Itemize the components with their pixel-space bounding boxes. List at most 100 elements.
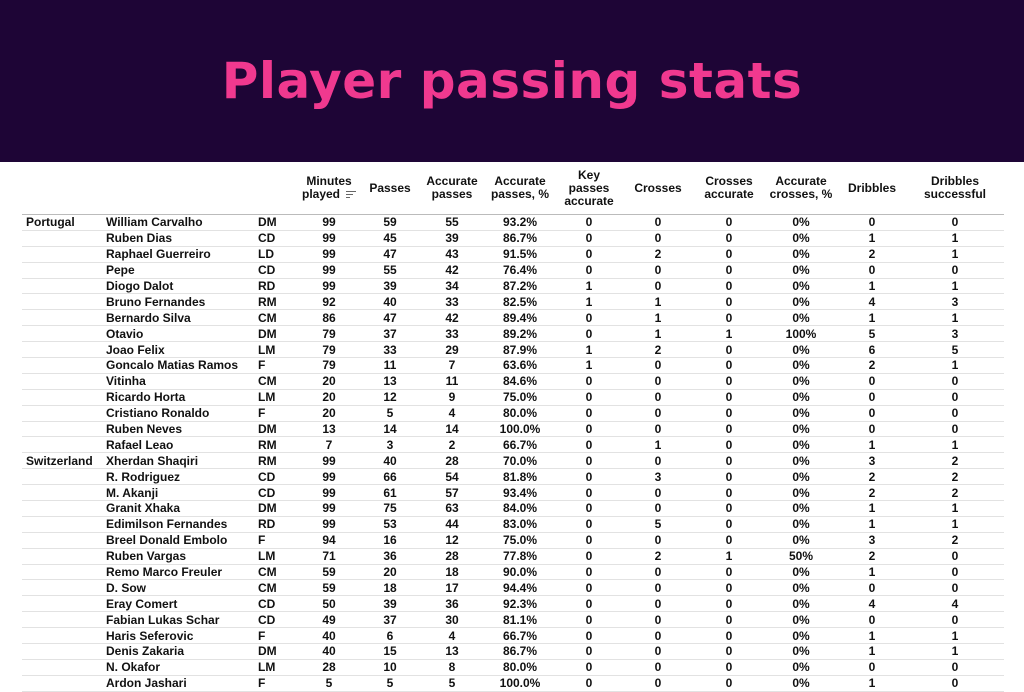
passes-cell: 15: [360, 643, 420, 660]
player-name-cell: N. Okafor: [102, 659, 254, 676]
key-passes-cell: 1: [556, 341, 622, 359]
accurate-passes-pct-cell: 87.2%: [484, 278, 556, 295]
key-passes-cell: 0: [556, 468, 622, 486]
crosses-cell: 0: [622, 643, 694, 660]
player-name-cell: Cristiano Ronaldo: [102, 405, 254, 422]
passes-cell: 18: [360, 579, 420, 597]
table-row: Breel Donald Embolo F 94 16 12 75.0% 0 0 0 0% 3 2: [22, 532, 1004, 549]
accurate-crosses-pct-cell: 0%: [764, 516, 838, 533]
accurate-passes-pct-cell: 100.0%: [484, 675, 556, 692]
crosses-accurate-cell: 0: [694, 436, 764, 454]
player-name-cell: Pepe: [102, 262, 254, 279]
key-passes-cell: 0: [556, 516, 622, 533]
dribbles-successful-cell: 5: [906, 341, 1004, 359]
key-passes-cell: 0: [556, 373, 622, 390]
key-passes-cell: 1: [556, 357, 622, 374]
minutes-cell: 20: [298, 373, 360, 390]
crosses-accurate-cell: 0: [694, 246, 764, 263]
team-cell: [22, 246, 102, 263]
crosses-accurate-cell: 0: [694, 564, 764, 581]
minutes-cell: 79: [298, 357, 360, 374]
dribbles-cell: 2: [838, 484, 906, 502]
crosses-cell: 0: [622, 230, 694, 247]
table-row: Ruben Neves DM 13 14 14 100.0% 0 0 0 0% 0 0: [22, 421, 1004, 438]
table-header-row: Minutes played Passes Accurate passes Ac…: [22, 162, 1004, 215]
accurate-passes-pct-cell: 77.8%: [484, 548, 556, 565]
dribbles-cell: 0: [838, 405, 906, 422]
col-header-dribbles-successful[interactable]: Dribbles successful: [906, 162, 1004, 215]
accurate-crosses-pct-cell: 0%: [764, 500, 838, 517]
accurate-passes-cell: 39: [420, 230, 484, 247]
crosses-cell: 0: [622, 579, 694, 597]
team-cell: [22, 500, 102, 517]
passes-cell: 47: [360, 309, 420, 327]
passes-cell: 55: [360, 262, 420, 279]
table-row: Ricardo Horta LM 20 12 9 75.0% 0 0 0 0% 0 0: [22, 389, 1004, 406]
accurate-passes-pct-cell: 93.4%: [484, 484, 556, 502]
col-header-accurate-passes[interactable]: Accurate passes: [420, 162, 484, 215]
crosses-accurate-cell: 0: [694, 468, 764, 486]
accurate-passes-cell: 14: [420, 421, 484, 438]
team-cell: [22, 595, 102, 613]
accurate-passes-cell: 12: [420, 532, 484, 549]
table-row: Portugal William Carvalho DM 99 59 55 93.2% 0 0 0…: [22, 214, 1004, 231]
position-cell: LM: [254, 389, 298, 406]
position-cell: CM: [254, 309, 298, 327]
minutes-cell: 79: [298, 341, 360, 359]
crosses-accurate-cell: 0: [694, 389, 764, 406]
minutes-cell: 59: [298, 579, 360, 597]
key-passes-cell: 0: [556, 405, 622, 422]
passes-cell: 5: [360, 675, 420, 692]
team-cell: [22, 627, 102, 645]
player-name-cell: Ruben Vargas: [102, 548, 254, 565]
table-row: Ruben Vargas LM 71 36 28 77.8% 0 2 1 50% 2 0: [22, 548, 1004, 565]
team-cell: [22, 293, 102, 311]
col-header-accurate-passes-pct[interactable]: Accurate passes, %: [484, 162, 556, 215]
crosses-cell: 0: [622, 675, 694, 692]
dribbles-successful-cell: 1: [906, 246, 1004, 263]
accurate-crosses-pct-cell: 0%: [764, 643, 838, 660]
player-name-cell: Ruben Dias: [102, 230, 254, 247]
table-row: Cristiano Ronaldo F 20 5 4 80.0% 0 0 0 0% 0 0: [22, 405, 1004, 422]
col-header-crosses[interactable]: Crosses: [622, 162, 694, 215]
dribbles-successful-cell: 0: [906, 564, 1004, 581]
accurate-passes-cell: 30: [420, 611, 484, 629]
dribbles-successful-cell: 0: [906, 214, 1004, 231]
sort-descending-icon[interactable]: [346, 190, 356, 199]
minutes-cell: 50: [298, 595, 360, 613]
dribbles-cell: 0: [838, 421, 906, 438]
accurate-passes-cell: 18: [420, 564, 484, 581]
crosses-accurate-cell: 0: [694, 262, 764, 279]
dribbles-cell: 0: [838, 373, 906, 390]
dribbles-successful-cell: 3: [906, 325, 1004, 343]
passes-cell: 45: [360, 230, 420, 247]
col-header-accurate-crosses-pct[interactable]: Accurate crosses, %: [764, 162, 838, 215]
key-passes-cell: 1: [556, 278, 622, 295]
col-header-key-passes[interactable]: Key passes accurate: [556, 162, 622, 215]
dribbles-cell: 2: [838, 357, 906, 374]
accurate-passes-pct-cell: 80.0%: [484, 405, 556, 422]
crosses-cell: 2: [622, 341, 694, 359]
col-header-passes[interactable]: Passes: [360, 162, 420, 215]
col-header-minutes-played[interactable]: Minutes played: [298, 162, 360, 215]
passes-cell: 40: [360, 452, 420, 470]
dribbles-successful-cell: 1: [906, 516, 1004, 533]
col-header-dribbles[interactable]: Dribbles: [838, 162, 906, 215]
accurate-passes-pct-cell: 94.4%: [484, 579, 556, 597]
position-cell: LM: [254, 659, 298, 676]
player-name-cell: Ardon Jashari: [102, 675, 254, 692]
minutes-cell: 49: [298, 611, 360, 629]
accurate-crosses-pct-cell: 0%: [764, 214, 838, 231]
player-name-cell: Rafael Leao: [102, 436, 254, 454]
dribbles-cell: 1: [838, 627, 906, 645]
dribbles-successful-cell: 3: [906, 293, 1004, 311]
passes-cell: 10: [360, 659, 420, 676]
team-cell: [22, 357, 102, 374]
team-cell: [22, 532, 102, 549]
dribbles-cell: 1: [838, 564, 906, 581]
dribbles-cell: 4: [838, 293, 906, 311]
col-header-crosses-accurate[interactable]: Crosses accurate: [694, 162, 764, 215]
crosses-accurate-cell: 0: [694, 309, 764, 327]
dribbles-successful-cell: 0: [906, 659, 1004, 676]
passes-cell: 37: [360, 611, 420, 629]
